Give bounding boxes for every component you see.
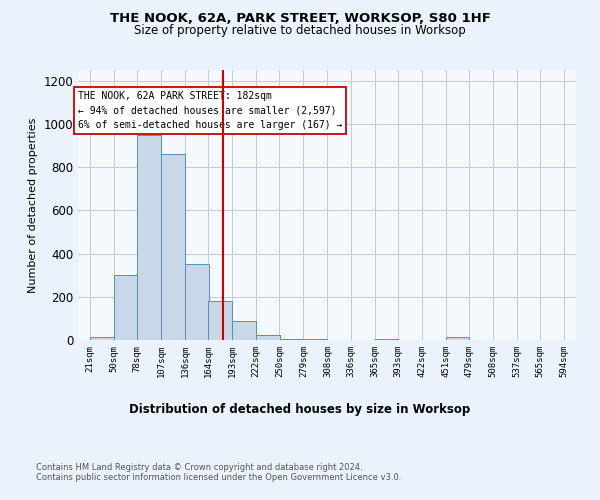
Text: THE NOOK, 62A, PARK STREET, WORKSOP, S80 1HF: THE NOOK, 62A, PARK STREET, WORKSOP, S80… bbox=[110, 12, 490, 26]
Bar bbox=[232, 320, 256, 340]
Bar bbox=[304, 339, 327, 340]
Bar bbox=[161, 154, 185, 340]
Text: Contains HM Land Registry data © Crown copyright and database right 2024.: Contains HM Land Registry data © Crown c… bbox=[36, 462, 362, 471]
Y-axis label: Number of detached properties: Number of detached properties bbox=[28, 118, 38, 292]
Bar bbox=[256, 334, 280, 340]
Text: THE NOOK, 62A PARK STREET: 182sqm
← 94% of detached houses are smaller (2,597)
6: THE NOOK, 62A PARK STREET: 182sqm ← 94% … bbox=[77, 90, 342, 130]
Bar bbox=[90, 337, 114, 340]
Bar bbox=[185, 264, 209, 340]
Bar bbox=[375, 339, 398, 340]
Text: Distribution of detached houses by size in Worksop: Distribution of detached houses by size … bbox=[130, 402, 470, 415]
Bar bbox=[446, 337, 469, 340]
Bar bbox=[280, 339, 303, 340]
Bar bbox=[114, 275, 138, 340]
Text: Size of property relative to detached houses in Worksop: Size of property relative to detached ho… bbox=[134, 24, 466, 37]
Text: Contains public sector information licensed under the Open Government Licence v3: Contains public sector information licen… bbox=[36, 472, 401, 482]
Bar bbox=[208, 301, 232, 340]
Bar bbox=[137, 135, 161, 340]
